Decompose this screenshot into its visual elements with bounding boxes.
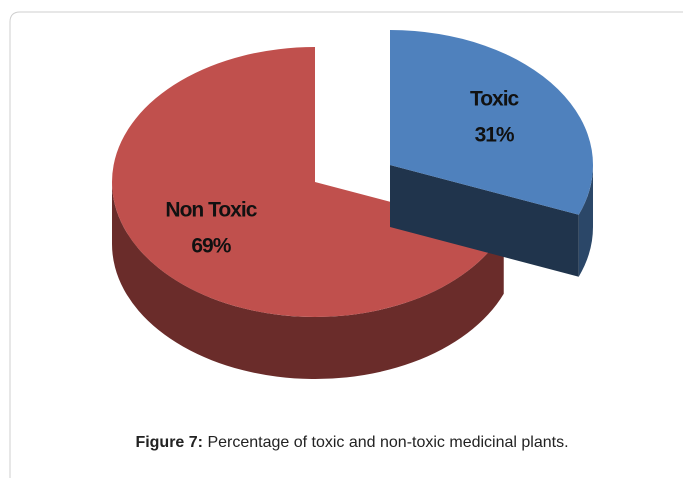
- caption-text: Percentage of toxic and non-toxic medici…: [207, 434, 568, 451]
- slice-side: [112, 182, 504, 379]
- value-label: 31%: [475, 124, 515, 147]
- slice: [112, 47, 504, 318]
- caption: Figure 7: Percentage of toxic and non-to…: [135, 434, 568, 451]
- slice-face: [390, 165, 579, 277]
- slice-label: Toxic: [470, 88, 520, 111]
- slice-label: Non Toxic: [165, 199, 257, 222]
- slice-side: [578, 165, 593, 277]
- slice: [390, 30, 593, 215]
- pie: Non Toxic 69% Toxic 31%: [112, 30, 593, 379]
- frame: [9, 11, 683, 478]
- caption-label: Figure 7:: [135, 434, 203, 451]
- value-label: 69%: [191, 235, 231, 258]
